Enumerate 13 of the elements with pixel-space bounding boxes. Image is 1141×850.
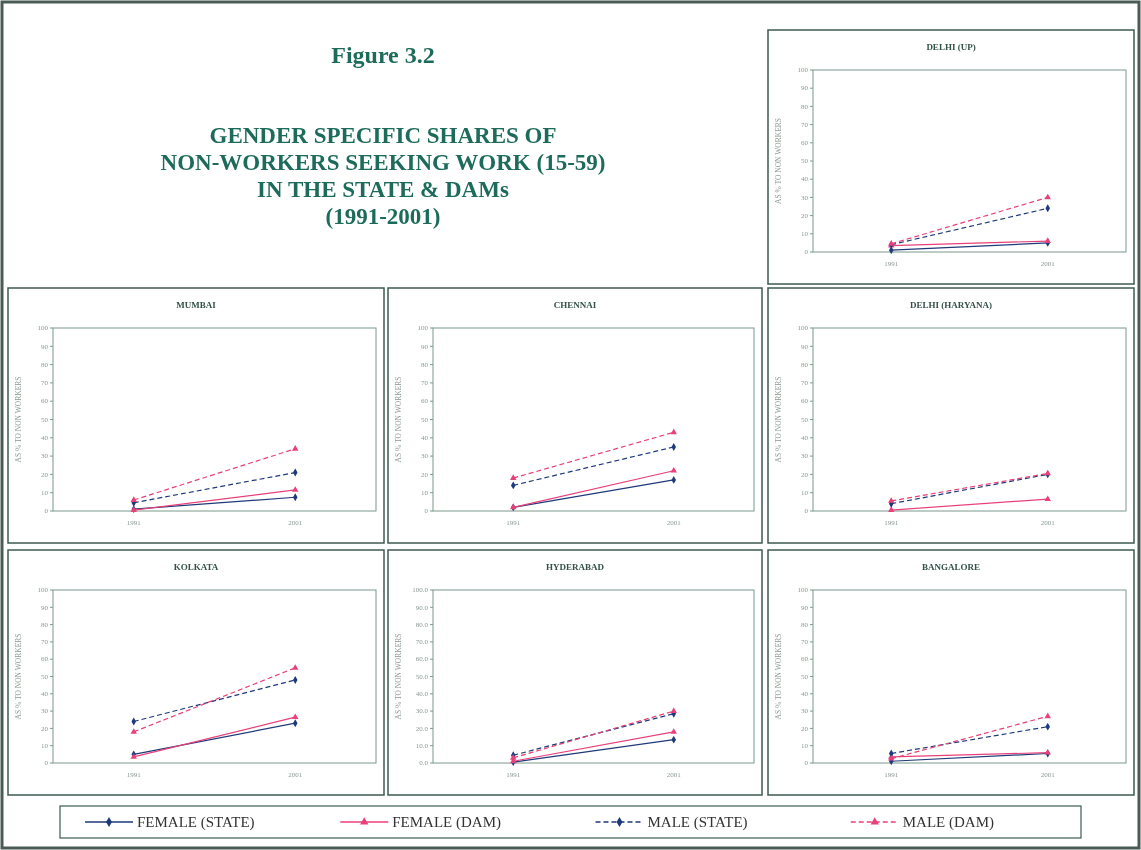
chart-title: BANGALORE <box>921 562 981 572</box>
chart-title: DELHI (UP) <box>926 42 976 52</box>
legend-label: FEMALE (STATE) <box>137 814 255 832</box>
chart-title: HYDERABAD <box>545 562 605 572</box>
chart-title: DELHI (HARYANA) <box>909 300 993 310</box>
chart-title: CHENNAI <box>553 300 597 310</box>
chart-title: MUMBAI <box>176 300 217 310</box>
legend-label: MALE (STATE) <box>647 814 748 832</box>
text: Figure 3.2 <box>331 42 435 68</box>
legend-label: FEMALE (DAM) <box>392 814 501 832</box>
chart-title: KOLKATA <box>173 562 219 572</box>
text: GENDER SPECIFIC SHARES OF NON-WORKERS SEEKING WORK (15-59) IN THE STATE & DAMs (1991-2001) <box>160 123 606 229</box>
legend-label: MALE (DAM) <box>902 814 994 832</box>
